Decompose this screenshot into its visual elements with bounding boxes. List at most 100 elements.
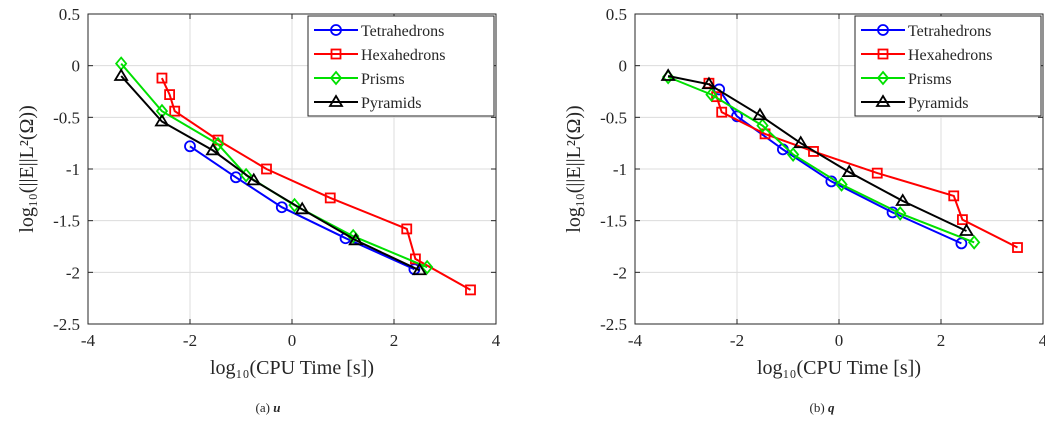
data-point-pyramids	[205, 142, 221, 156]
series-pyramids	[660, 68, 975, 236]
legend: Tetrahedrons Hexahedrons Prisms Pyramids	[307, 15, 495, 117]
data-point-pyramids	[246, 172, 262, 186]
legend-label-tetrahedrons: Tetrahedrons	[361, 23, 444, 40]
legend-label-hexahedrons: Hexahedrons	[361, 47, 445, 64]
data-point-hexahedrons	[871, 167, 883, 179]
y-tick-label: -0.5	[53, 108, 80, 127]
data-point-pyramids	[348, 232, 364, 246]
y-tick-label: -2.5	[600, 315, 627, 334]
data-point-tetrahedrons	[229, 171, 242, 184]
data-point-hexahedrons	[465, 284, 476, 296]
y-tick-label: -0.5	[600, 108, 627, 127]
caption-symbol: q	[828, 400, 835, 415]
data-point-hexahedrons	[401, 223, 413, 235]
series-line-hexahedrons	[160, 77, 471, 291]
data-point-hexahedrons	[711, 91, 722, 103]
series-pyramids	[113, 68, 428, 276]
axes-box	[87, 13, 497, 325]
y-tick-label: 0.5	[606, 5, 627, 24]
x-tick-label: 2	[937, 331, 946, 350]
data-point-hexahedrons	[1012, 242, 1023, 253]
legend-marker-prisms	[876, 70, 890, 86]
series-line-pyramids	[120, 75, 420, 272]
legend-label-pyramids: Pyramids	[361, 95, 421, 112]
data-point-tetrahedrons	[275, 201, 288, 214]
axes-box	[634, 13, 1044, 325]
data-point-prisms	[967, 234, 981, 250]
x-tick-label: -2	[183, 331, 197, 350]
data-point-hexahedrons	[169, 105, 181, 117]
y-tick-label: -2.5	[53, 315, 80, 334]
legend-marker-tetrahedrons	[877, 24, 889, 36]
y-tick-label: -2	[66, 263, 80, 282]
data-point-hexahedrons	[957, 214, 968, 226]
data-point-hexahedrons	[948, 190, 960, 202]
data-point-pyramids	[895, 193, 911, 206]
legend-label-pyramids: Pyramids	[908, 95, 968, 112]
data-point-pyramids	[841, 164, 857, 178]
legend-label-tetrahedrons: Tetrahedrons	[908, 23, 991, 40]
y-tick-label: 0	[72, 57, 81, 76]
data-point-tetrahedrons	[184, 140, 196, 153]
legend-marker-hexahedrons	[877, 48, 889, 60]
x-axis-label: log₁₀(CPU Time [s])	[210, 357, 374, 379]
x-tick-label: 0	[835, 331, 844, 350]
caption-label: (b)	[810, 400, 828, 415]
y-tick-label: -1.5	[600, 212, 627, 231]
data-point-pyramids	[958, 223, 975, 236]
data-point-tetrahedrons	[713, 83, 726, 96]
data-point-pyramids	[113, 68, 129, 81]
data-point-hexahedrons	[164, 89, 176, 100]
data-point-prisms	[835, 177, 848, 192]
data-point-hexahedrons	[261, 163, 272, 175]
data-point-prisms	[786, 147, 800, 162]
data-point-pyramids	[154, 113, 170, 127]
data-point-prisms	[211, 136, 225, 152]
series-line-tetrahedrons	[189, 145, 415, 271]
legend-label-prisms: Prisms	[908, 71, 952, 88]
panel-caption: (a) u	[256, 400, 281, 415]
series-line-pyramids	[667, 75, 967, 232]
caption-symbol: u	[273, 400, 280, 415]
data-point-pyramids	[701, 76, 717, 90]
data-point-pyramids	[294, 201, 310, 215]
y-axis-label: log₁₀(||E||L²(Ω))	[563, 105, 585, 232]
caption-label: (a)	[256, 400, 274, 415]
legend-label-hexahedrons: Hexahedrons	[908, 47, 992, 64]
legend: Tetrahedrons Hexahedrons Prisms Pyramids	[854, 15, 1042, 117]
x-tick-label: 4	[492, 331, 501, 350]
data-point-hexahedrons	[808, 146, 819, 157]
data-point-pyramids	[660, 68, 676, 81]
series-hexahedrons	[156, 72, 476, 296]
x-tick-label: -4	[81, 331, 96, 350]
x-tick-label: 2	[390, 331, 399, 350]
x-tick-label: -2	[730, 331, 744, 350]
y-tick-label: 0.5	[59, 5, 80, 24]
x-tick-label: -4	[628, 331, 643, 350]
y-tick-label: -2	[613, 263, 627, 282]
x-tick-label: 4	[1039, 331, 1045, 350]
data-point-pyramids	[793, 135, 809, 149]
y-axis-label: log₁₀(||E||L²(Ω))	[16, 105, 38, 232]
data-point-pyramids	[752, 107, 768, 121]
y-tick-label: -1.5	[53, 212, 80, 231]
legend-marker-pyramids	[875, 94, 891, 107]
legend-marker-prisms	[329, 70, 343, 86]
y-tick-label: -1	[613, 160, 627, 179]
series-prisms	[661, 69, 981, 250]
y-tick-label: 0	[619, 57, 628, 76]
x-axis-label: log₁₀(CPU Time [s])	[757, 357, 921, 379]
data-point-hexahedrons	[410, 253, 421, 265]
chart-panel-2: -4 -2 0 2 4 0.5 0 -0.5 -1 -1.5 -2 -2.5 Tetrahedrons H…	[563, 5, 1045, 415]
panel-caption: (b) q	[810, 400, 835, 415]
data-point-hexahedrons	[324, 192, 336, 204]
data-point-pyramids	[411, 262, 428, 276]
series-line-prisms	[667, 76, 975, 244]
chart-panel-1: -4 -2 0 2 4 0.5 0 -0.5 -1 -1.5 -2 -2.5 Tetrahedrons H…	[16, 5, 501, 415]
data-point-hexahedrons	[156, 72, 168, 84]
data-point-prisms	[894, 206, 907, 221]
data-point-prisms	[705, 87, 718, 103]
y-tick-label: -1	[66, 160, 80, 179]
